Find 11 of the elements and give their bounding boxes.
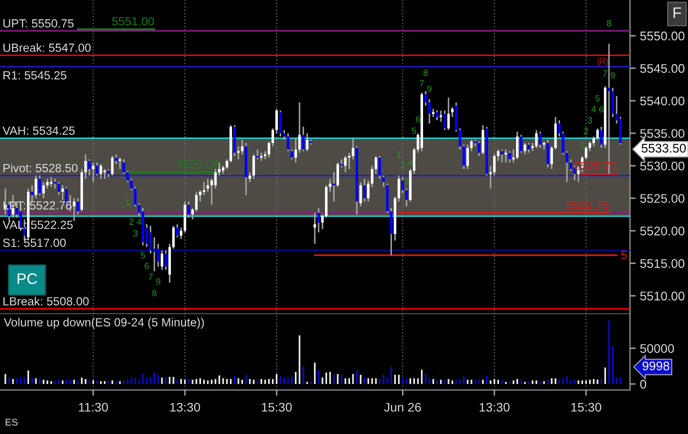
chart-title: Volume up down(ES 09-24 (5 Minute)) [4,318,204,329]
y-tick-label: 50000 [640,344,674,353]
text: ES [6,418,18,426]
x-tick-label: 13:30 [170,402,200,412]
y-tick-label: 0 [640,380,646,389]
x-tick-label: 15:30 [571,402,602,412]
x-tick-label: 13:30 [480,402,510,412]
x-tick-label: 15:30 [262,402,292,412]
text: 9998 [642,362,670,370]
x-tick-label: 11:30 [78,402,108,412]
x-tick-label: Jun 26 [384,402,421,412]
